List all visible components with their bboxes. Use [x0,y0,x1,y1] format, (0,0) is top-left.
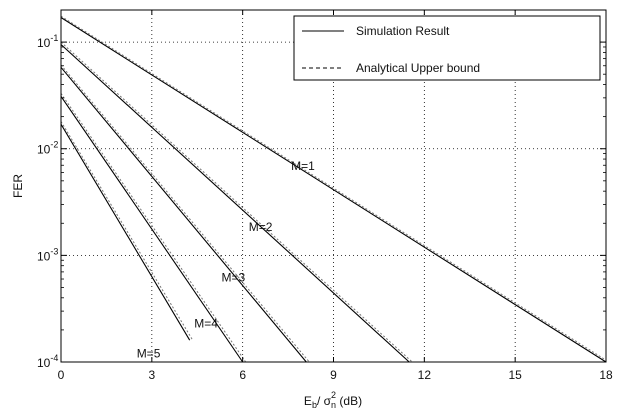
x-axis-label: Eb/ σ2 n (dB) [304,390,362,410]
y-tick-label-0: 10-4 [37,353,58,370]
series-line-M3-simulation [60,66,307,363]
curve-label-M4: M=4 [194,317,218,331]
legend-entry-analytical: Analytical Upper bound [356,61,480,75]
curve-label-M1: M=1 [291,159,315,173]
y-tick-label-3: 10-1 [37,33,58,50]
x-tick-label-4: 12 [418,368,432,382]
curve-label-M5: M=5 [137,347,161,361]
x-tick-label-3: 9 [330,368,337,382]
series-line-M5-simulation [60,123,191,341]
x-tick-label-2: 6 [239,368,246,382]
curve-label-M3: M=3 [221,270,245,284]
x-axis-ticks: 0 3 6 9 12 15 18 [58,10,613,382]
x-tick-label-0: 0 [58,368,65,382]
y-axis-label: FER [11,174,25,198]
x-tick-label-1: 3 [148,368,155,382]
legend: Simulation Result Analytical Upper bound [293,15,601,81]
curve-annotations: M=1 M=2 M=3 M=4 M=5 [137,159,315,360]
x-axis-label-sigma: / σ [317,394,332,408]
y-tick-label-2: 10-2 [37,140,58,157]
legend-box [293,15,601,81]
legend-entry-simulation: Simulation Result [356,24,450,38]
x-axis-label-sup: 2 [331,390,336,400]
series-lines [60,15,607,363]
series-line-M3-analytical [60,64,310,363]
y-axis-ticks: 10-4 10-3 10-2 10-1 [37,9,606,370]
x-axis-label-unit: (dB) [336,394,362,408]
x-tick-label-6: 18 [599,368,613,382]
x-axis-label-sub-n: n [331,400,336,410]
series-line-M2-analytical [60,41,413,363]
x-tick-label-5: 15 [508,368,522,382]
series-line-M5-analytical [60,121,194,341]
x-axis-label-main: E [304,394,312,408]
y-tick-label-1: 10-3 [37,246,58,263]
series-line-M1-simulation [60,17,607,363]
x-axis-label-sub-b: b [312,400,317,410]
series-line-M4-simulation [60,95,244,363]
curve-label-M2: M=2 [249,220,273,234]
series-line-M1-analytical [60,15,607,361]
series-line-M2-simulation [60,44,410,363]
